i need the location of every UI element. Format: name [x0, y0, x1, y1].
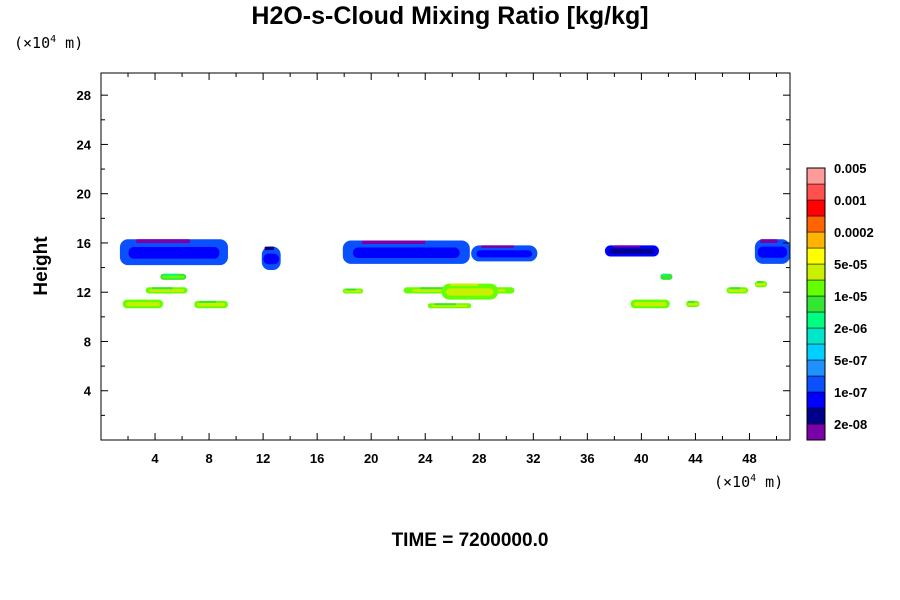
colorbar-label: 0.005	[834, 161, 867, 176]
cloud-core	[263, 253, 280, 265]
colorbar-swatch	[806, 247, 826, 265]
cloud-core	[728, 289, 747, 292]
cloud-top	[164, 273, 178, 276]
cloud-core	[148, 289, 185, 292]
cloud-core	[687, 302, 699, 306]
x-tick-label: 40	[634, 451, 648, 466]
colorbar-swatch	[806, 183, 826, 201]
cloud-top	[128, 299, 149, 302]
colorbar-swatch	[806, 391, 826, 409]
cloud-top	[613, 245, 641, 248]
colorbar-label: 0.0002	[834, 225, 874, 240]
cloud-top	[136, 239, 191, 244]
cloud-core	[757, 246, 788, 258]
x-tick-label: 44	[688, 451, 703, 466]
x-tick-label: 24	[418, 451, 433, 466]
x-tick-label: 12	[256, 451, 270, 466]
y-unit-prefix: (×10	[14, 34, 51, 52]
x-unit-suffix: m)	[756, 473, 784, 491]
cloud-core	[352, 247, 460, 259]
cloud-top	[756, 281, 763, 284]
cloud-top	[636, 299, 657, 302]
colorbar-frame	[806, 167, 826, 441]
x-tick-label: 20	[364, 451, 378, 466]
cloud-core	[445, 288, 494, 296]
x-unit-prefix: (×10	[714, 473, 751, 491]
chart-title: H2O-s-Cloud Mixing Ratio [kg/kg]	[251, 2, 649, 30]
cloud-core	[344, 289, 362, 293]
y-tick-label: 12	[77, 285, 91, 300]
x-tick-label: 4	[151, 451, 159, 466]
x-tick-label: 36	[580, 451, 594, 466]
cloud-core	[476, 250, 533, 258]
plot-frame	[100, 72, 791, 441]
y-tick-label: 8	[84, 334, 91, 349]
colorbar-swatch	[806, 407, 826, 425]
y-tick-label: 24	[77, 137, 92, 152]
time-label: TIME = 7200000.0	[391, 530, 549, 551]
cloud-top	[434, 303, 457, 306]
y-tick-label: 28	[77, 88, 91, 103]
cloud-top	[729, 287, 741, 290]
colorbar-label: 1e-05	[834, 289, 867, 304]
colorbar-swatch	[806, 359, 826, 377]
cloud-core	[162, 275, 185, 279]
x-tick-label: 8	[205, 451, 212, 466]
colorbar-swatch	[806, 311, 826, 329]
colorbar-label: 5e-05	[834, 257, 867, 272]
cloud-top	[481, 245, 515, 248]
colorbar-swatch	[806, 231, 826, 249]
colorbar-label: 5e-07	[834, 353, 867, 368]
x-tick-label: 28	[472, 451, 486, 466]
colorbar: 2e-08 1e-07 5e-07 2e-06 1e-05 5e-05 0.0002 0.00…	[806, 161, 874, 441]
colorbar-swatch	[806, 215, 826, 233]
colorbar-swatch	[806, 327, 826, 345]
cloud-top	[264, 246, 275, 251]
cloud-field	[119, 239, 790, 309]
colorbar-swatch	[806, 423, 826, 441]
x-tick-label: 48	[742, 451, 756, 466]
y-unit-suffix: m)	[56, 34, 84, 52]
cloud-core	[633, 302, 667, 307]
cloud-core	[755, 282, 767, 286]
cloud-top	[199, 300, 217, 303]
colorbar-label: 0.001	[834, 193, 867, 208]
colorbar-label: 2e-08	[834, 417, 867, 432]
cloud-top	[449, 283, 479, 286]
colorbar-swatch	[806, 375, 826, 393]
y-tick-label: 16	[77, 236, 91, 251]
colorbar-swatch	[806, 279, 826, 297]
y-unit-exponent: 4	[50, 34, 57, 45]
colorbar-label: 2e-06	[834, 321, 867, 336]
x-unit-exponent: 4	[750, 473, 757, 484]
cloud-core	[661, 275, 672, 279]
cloud-top	[361, 240, 426, 244]
y-axis-unit: (×104 m)	[14, 34, 83, 52]
x-tick-label: 16	[310, 451, 324, 466]
cloud-top	[760, 239, 778, 243]
cloud-top	[688, 300, 695, 303]
colorbar-swatch	[806, 263, 826, 281]
x-tick-label: 32	[526, 451, 540, 466]
cloud-top	[345, 288, 356, 291]
cloud-core	[128, 247, 220, 259]
colorbar-swatch	[806, 167, 826, 185]
y-tick-label: 20	[77, 187, 91, 202]
cloud-core	[125, 302, 160, 307]
colorbar-swatch	[806, 295, 826, 313]
cloud-core	[431, 304, 468, 307]
colorbar-swatch	[806, 199, 826, 217]
cloud-top	[662, 273, 669, 276]
cloud-core	[609, 248, 655, 254]
colorbar-swatch	[806, 343, 826, 361]
cloud-core	[196, 303, 226, 307]
colorbar-label: 1e-07	[834, 385, 867, 400]
y-tick-label: 4	[84, 384, 92, 399]
cloud-top	[151, 287, 173, 290]
x-axis-unit: (×104 m)	[714, 473, 783, 491]
